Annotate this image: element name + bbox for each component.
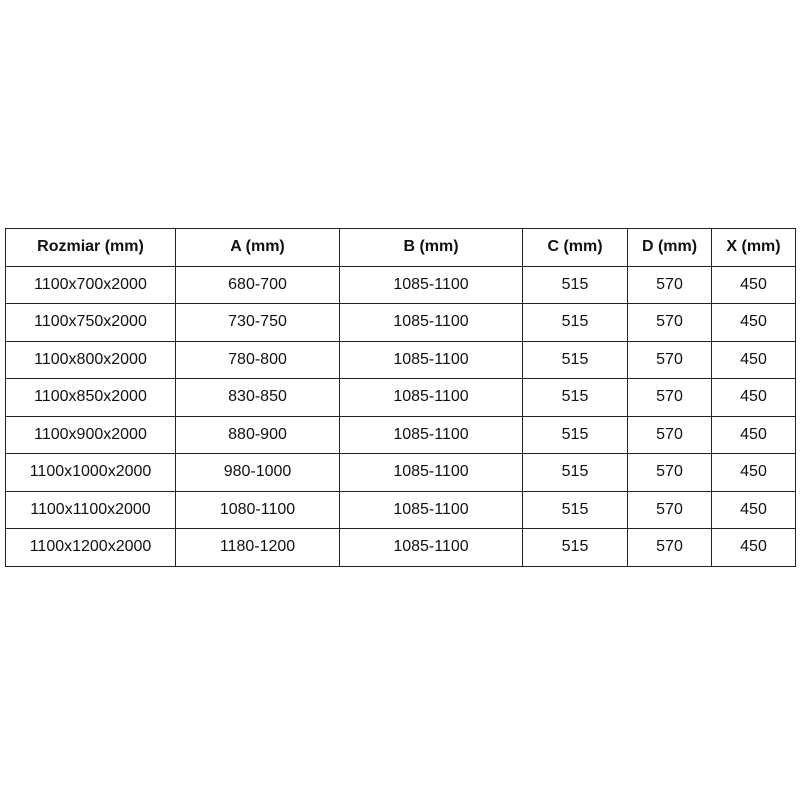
column-header: Rozmiar (mm) <box>5 228 176 267</box>
header-row: Rozmiar (mm) A (mm) B (mm) C (mm) D (mm) X (m… <box>5 228 796 267</box>
table-row: 1100x800x2000 780-800 1085-1100 515 570 450 <box>5 340 796 379</box>
table-cell: 1085-1100 <box>339 378 523 417</box>
table-cell: 515 <box>522 378 628 417</box>
table-cell: 1100x1000x2000 <box>5 453 176 492</box>
column-header: D (mm) <box>627 228 712 267</box>
table-cell: 1100x700x2000 <box>5 265 176 304</box>
table-cell: 680-700 <box>175 265 340 304</box>
table-cell: 1100x1100x2000 <box>5 490 176 529</box>
table-cell: 1085-1100 <box>339 415 523 454</box>
table-cell: 1085-1100 <box>339 340 523 379</box>
table-row: 1100x850x2000 830-850 1085-1100 515 570 450 <box>5 378 796 417</box>
table-cell: 1180-1200 <box>175 528 340 567</box>
table-cell: 450 <box>711 340 796 379</box>
table-cell: 1100x900x2000 <box>5 415 176 454</box>
table-cell: 450 <box>711 378 796 417</box>
table-cell: 1085-1100 <box>339 490 523 529</box>
table-cell: 450 <box>711 265 796 304</box>
table-cell: 450 <box>711 528 796 567</box>
table-cell: 880-900 <box>175 415 340 454</box>
table-cell: 570 <box>627 303 712 342</box>
table-cell: 450 <box>711 415 796 454</box>
table-row: 1100x1000x2000 980-1000 1085-1100 515 570 450 <box>5 453 796 492</box>
table-cell: 1100x1200x2000 <box>5 528 176 567</box>
table-cell: 570 <box>627 490 712 529</box>
table-row: 1100x750x2000 730-750 1085-1100 515 570 450 <box>5 303 796 342</box>
table-cell: 515 <box>522 265 628 304</box>
table-cell: 1085-1100 <box>339 453 523 492</box>
table-row: 1100x1100x2000 1080-1100 1085-1100 515 570 45… <box>5 490 796 529</box>
table-cell: 450 <box>711 303 796 342</box>
table-cell: 1085-1100 <box>339 265 523 304</box>
table-cell: 1100x800x2000 <box>5 340 176 379</box>
table-cell: 570 <box>627 340 712 379</box>
table-cell: 1085-1100 <box>339 528 523 567</box>
table-cell: 570 <box>627 453 712 492</box>
table-row: 1100x900x2000 880-900 1085-1100 515 570 450 <box>5 415 796 454</box>
table-cell: 730-750 <box>175 303 340 342</box>
table-cell: 515 <box>522 453 628 492</box>
table-cell: 515 <box>522 490 628 529</box>
table-cell: 1100x750x2000 <box>5 303 176 342</box>
table-cell: 1080-1100 <box>175 490 340 529</box>
table-cell: 450 <box>711 490 796 529</box>
table-cell: 570 <box>627 415 712 454</box>
table-cell: 570 <box>627 265 712 304</box>
table-cell: 515 <box>522 415 628 454</box>
table-cell: 1100x850x2000 <box>5 378 176 417</box>
column-header: A (mm) <box>175 228 340 267</box>
table-cell: 780-800 <box>175 340 340 379</box>
table-cell: 450 <box>711 453 796 492</box>
table-row: 1100x1200x2000 1180-1200 1085-1100 515 570 45… <box>5 528 796 567</box>
table-cell: 980-1000 <box>175 453 340 492</box>
column-header: C (mm) <box>522 228 628 267</box>
column-header: X (mm) <box>711 228 796 267</box>
table-cell: 1085-1100 <box>339 303 523 342</box>
table-cell: 515 <box>522 303 628 342</box>
table-row: 1100x700x2000 680-700 1085-1100 515 570 450 <box>5 265 796 304</box>
table-cell: 570 <box>627 528 712 567</box>
table-cell: 570 <box>627 378 712 417</box>
table-cell: 515 <box>522 340 628 379</box>
table-cell: 515 <box>522 528 628 567</box>
table-cell: 830-850 <box>175 378 340 417</box>
column-header: B (mm) <box>339 228 523 267</box>
dimensions-table: Rozmiar (mm) A (mm) B (mm) C (mm) D (mm) X (m… <box>5 228 796 567</box>
